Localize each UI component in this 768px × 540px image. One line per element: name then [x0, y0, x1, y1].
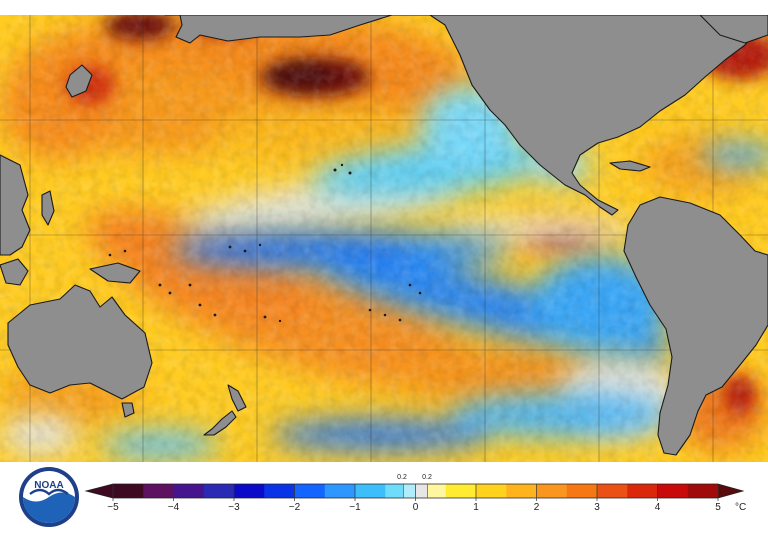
colorbar-segment	[566, 484, 598, 498]
colorbar-tick-label: 2	[534, 502, 540, 513]
noaa-logo: NOAA	[18, 466, 80, 528]
colorbar-segment	[173, 484, 205, 498]
colorbar-tick-label: 1	[473, 502, 479, 513]
colorbar-segment	[385, 484, 404, 498]
colorbar-tick-label: 5	[715, 502, 721, 513]
colorbar-segment	[476, 484, 507, 498]
colorbar-segment	[203, 484, 235, 498]
map-canvas	[0, 15, 768, 462]
colorbar-body	[84, 483, 745, 499]
colorbar-tick-label: −5	[107, 502, 119, 513]
land-australia	[7, 284, 153, 400]
colorbar-segment	[427, 484, 447, 498]
colorbar-neutral-label-right: 0.2	[422, 474, 432, 481]
colorbar-ticks: −5 −4 −3 −2 −1 0 1 2 3 4 5	[107, 484, 721, 513]
colorbar-segment	[264, 484, 295, 498]
land-new-guinea	[89, 262, 141, 284]
colorbar-tick-label: −2	[289, 502, 301, 513]
colorbar: −5 −4 −3 −2 −1 0 1 2 3 4 5 0.2 0.2 °C	[84, 474, 746, 513]
colorbar-unit-label: °C	[735, 502, 746, 513]
colorbar-segment	[113, 484, 144, 498]
colorbar-tick-label: 4	[655, 502, 661, 513]
colorbar-segment	[415, 484, 429, 498]
colorbar-segment	[536, 484, 568, 498]
land-tasmania	[121, 402, 135, 418]
land-japan	[65, 64, 93, 98]
colorbar-tick-label: 0	[413, 502, 419, 513]
colorbar-segment	[403, 484, 416, 498]
land-philippines	[41, 190, 55, 226]
land-greenland-corner	[699, 15, 768, 44]
colorbar-neutral-label-left: 0.2	[397, 474, 407, 481]
land-cuba	[609, 160, 651, 172]
colorbar-tick-label: −3	[228, 502, 240, 513]
colorbar-segment	[627, 484, 658, 498]
colorbar-tick-label: 3	[594, 502, 600, 513]
sst-anomaly-map	[0, 15, 768, 462]
colorbar-segment	[445, 484, 477, 498]
colorbar-segment	[294, 484, 326, 498]
logo-text: NOAA	[34, 480, 63, 491]
colorbar-extend-max	[718, 484, 743, 498]
land-new-zealand-north	[227, 384, 247, 412]
colorbar-segment	[657, 484, 689, 498]
colorbar-tick-label: −1	[349, 502, 361, 513]
colorbar-tick-label: −4	[168, 502, 180, 513]
noaa-seagull-icon: NOAA	[19, 467, 79, 527]
pacific-islands	[108, 163, 422, 323]
colorbar-segment	[597, 484, 628, 498]
colorbar-segment	[324, 484, 356, 498]
land-east-asia	[0, 154, 31, 256]
land-new-zealand-south	[203, 410, 237, 436]
land-south-america	[623, 196, 768, 456]
colorbar-segment	[143, 484, 174, 498]
colorbar-segment	[687, 484, 719, 498]
land-north-america	[164, 15, 756, 216]
land-borneo	[0, 258, 29, 286]
land-masses	[0, 15, 768, 456]
colorbar-segment	[355, 484, 386, 498]
colorbar-segment	[234, 484, 265, 498]
colorbar-segment	[506, 484, 537, 498]
colorbar-extend-min	[86, 484, 113, 498]
